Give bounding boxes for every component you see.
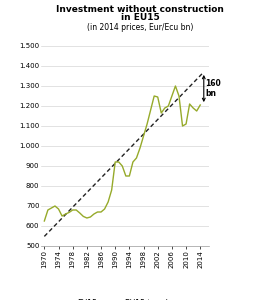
Text: Investment without construction: Investment without construction bbox=[56, 4, 223, 14]
Text: in EU15: in EU15 bbox=[120, 14, 159, 22]
Legend: EU15, EU15 trend: EU15, EU15 trend bbox=[52, 296, 170, 300]
Text: (in 2014 prices, Eur/Ecu bn): (in 2014 prices, Eur/Ecu bn) bbox=[87, 22, 193, 32]
Text: 160
bn: 160 bn bbox=[205, 79, 220, 98]
